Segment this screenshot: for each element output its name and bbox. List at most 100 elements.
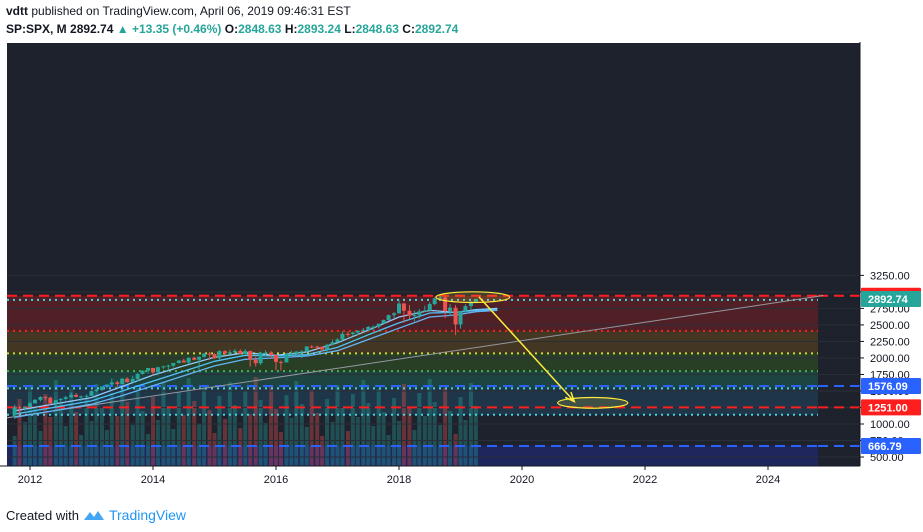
- volume-bar: [473, 406, 478, 466]
- volume-bar: [371, 426, 376, 466]
- candle-body: [104, 384, 109, 387]
- volume-bar: [274, 409, 278, 466]
- open-label: O:: [224, 22, 239, 36]
- volume-bar: [427, 379, 432, 466]
- volume-bar: [212, 433, 217, 466]
- price-tick-label: 1000.00: [870, 419, 910, 431]
- volume-bar: [448, 411, 453, 466]
- volume-bar: [53, 380, 58, 466]
- candle-body: [94, 389, 99, 392]
- volume-bar: [171, 429, 176, 466]
- candle-body: [366, 326, 371, 331]
- price-tick-label: 3250.00: [870, 270, 910, 282]
- candle-body: [166, 365, 171, 367]
- volume-bar: [28, 385, 32, 466]
- candle-body: [392, 313, 397, 316]
- candle-body: [299, 351, 304, 353]
- volume-bar: [186, 378, 191, 466]
- volume-bar: [340, 408, 345, 466]
- zone-band-3: [7, 371, 818, 389]
- price-chart[interactable]: 250.00500.00750.001000.001250.001500.001…: [0, 42, 923, 494]
- volume-bar: [458, 397, 463, 466]
- last-price: 2892.74: [70, 22, 114, 36]
- volume-bar: [120, 379, 125, 466]
- candle-body: [453, 307, 458, 325]
- volume-bar: [202, 387, 207, 466]
- volume-bar: [432, 402, 437, 466]
- candle-body: [115, 382, 120, 384]
- target-ellipse-0: [435, 291, 511, 304]
- volume-bar: [253, 377, 258, 466]
- price-label-bg-3: [861, 399, 921, 416]
- symbol-info: SP:SPX, M 2892.74 ▲ +13.35 (+0.46%) O:28…: [6, 22, 458, 36]
- candle-body: [422, 310, 427, 312]
- tradingview-brand[interactable]: TradingView: [108, 507, 187, 523]
- open-value: 2848.63: [238, 22, 282, 36]
- candle-body: [330, 342, 335, 345]
- time-tick-label: 2012: [18, 474, 42, 486]
- zone-band-5: [7, 446, 818, 466]
- candle-body: [232, 350, 237, 353]
- author-name[interactable]: vdtt: [6, 4, 28, 18]
- volume-bar: [43, 394, 48, 466]
- candle-body: [58, 398, 63, 401]
- price-tick-label: 2250.00: [870, 336, 910, 348]
- volume-bar: [217, 396, 222, 466]
- candle-body: [458, 311, 463, 325]
- projection-arrow-head: [564, 391, 576, 403]
- volume-bar: [222, 419, 227, 466]
- up-triangle-icon: ▲: [116, 22, 129, 36]
- candle-body: [140, 370, 145, 375]
- zone-band-0: [7, 295, 818, 331]
- candle-body: [202, 353, 207, 357]
- tradingview-logo-icon: [83, 511, 104, 520]
- volume-bar: [397, 421, 401, 466]
- candle-body: [12, 407, 17, 416]
- candle-body: [48, 397, 53, 404]
- volume-bar: [401, 384, 406, 466]
- price-tick-label: 2500.00: [870, 320, 910, 332]
- published-text: published on TradingView.com, April 06, …: [31, 4, 351, 18]
- volume-bar: [135, 388, 140, 466]
- candle-body: [253, 359, 258, 364]
- volume-bar: [443, 388, 448, 466]
- volume-bar: [325, 399, 330, 466]
- candle-body: [176, 360, 181, 363]
- candle-body: [17, 407, 22, 409]
- price-label-2: 1576.09: [868, 381, 908, 393]
- volume-bar: [407, 407, 412, 466]
- volume-bar: [392, 398, 397, 466]
- volume-bar: [335, 385, 340, 466]
- volume-bar: [104, 430, 109, 466]
- candle-body: [192, 357, 197, 360]
- low-label: L:: [344, 22, 356, 36]
- candle-body: [463, 306, 468, 312]
- volume-bar: [232, 405, 237, 466]
- trendline: [7, 295, 824, 419]
- candle-body: [289, 353, 294, 355]
- symbol-label: SP:SPX, M: [6, 22, 67, 36]
- zone-band-4: [7, 388, 818, 415]
- candle-body: [207, 353, 212, 355]
- volume-bar: [151, 397, 155, 466]
- candle-body: [345, 333, 350, 335]
- candle-body: [125, 378, 130, 383]
- high-value: 2893.24: [297, 22, 341, 36]
- candle-body: [407, 310, 412, 316]
- volume-bar: [94, 384, 99, 466]
- volume-bar: [263, 423, 268, 466]
- volume-bar: [12, 436, 17, 466]
- time-tick-label: 2018: [387, 474, 411, 486]
- candle-body: [109, 382, 114, 385]
- time-axis: [0, 466, 923, 494]
- volume-bar: [412, 430, 417, 466]
- candle-body: [294, 351, 299, 354]
- price-label-3: 1251.00: [868, 402, 908, 414]
- candle-body: [386, 315, 391, 320]
- volume-bar: [99, 407, 104, 466]
- price-label-bg-2: [861, 377, 921, 394]
- candle-body: [63, 397, 68, 399]
- volume-bar: [74, 412, 79, 466]
- volume-bar: [23, 422, 28, 466]
- candle-body: [28, 403, 32, 407]
